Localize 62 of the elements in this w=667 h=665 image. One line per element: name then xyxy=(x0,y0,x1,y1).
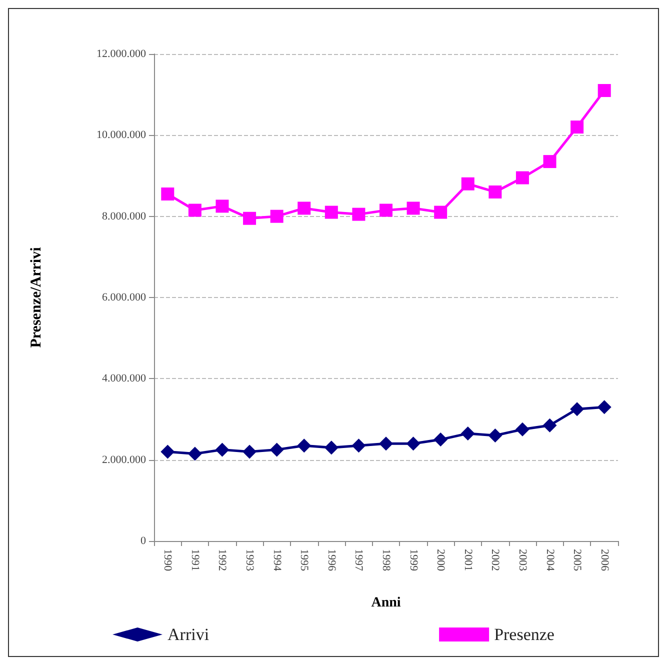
point xyxy=(188,204,202,217)
point xyxy=(243,212,256,225)
point xyxy=(324,440,338,455)
y-tick-label: 8.000.000 xyxy=(102,210,146,222)
point xyxy=(542,418,557,432)
y-tick-label: 2.000.000 xyxy=(102,454,146,466)
point xyxy=(270,210,284,223)
point xyxy=(461,177,474,190)
x-tick-label: 2003 xyxy=(516,549,528,572)
point xyxy=(460,426,475,440)
x-tick-label: 1995 xyxy=(298,549,310,572)
legend-label: Presenze xyxy=(494,625,554,644)
point xyxy=(598,84,611,98)
point xyxy=(216,200,229,213)
point xyxy=(434,206,448,219)
x-tick-label: 1993 xyxy=(244,549,256,572)
x-tick-label: 1999 xyxy=(407,549,420,572)
point xyxy=(161,188,174,201)
point xyxy=(516,171,529,184)
point xyxy=(242,444,257,459)
y-tick-label: 12.000.000 xyxy=(96,48,146,60)
x-tick-label: 2006 xyxy=(598,549,610,572)
point xyxy=(488,428,502,442)
point xyxy=(352,208,366,221)
x-tick-label: 1996 xyxy=(325,549,338,572)
point xyxy=(406,202,420,215)
point xyxy=(570,402,584,416)
point xyxy=(488,185,502,198)
point xyxy=(324,206,338,219)
y-tick-label: 4.000.000 xyxy=(102,372,146,385)
point xyxy=(434,432,448,447)
point xyxy=(352,438,366,453)
y-tick-label: 0 xyxy=(140,535,146,547)
legend-label: Arrivi xyxy=(168,625,210,644)
point xyxy=(298,202,311,215)
point xyxy=(297,438,312,453)
x-tick-label: 2004 xyxy=(544,549,556,572)
point xyxy=(570,120,584,134)
x-tick-label: 2000 xyxy=(434,549,447,572)
point xyxy=(215,442,230,457)
y-axis-title: Presenze/Arrivi xyxy=(28,247,44,348)
x-tick-label: 1998 xyxy=(380,549,392,572)
x-tick-label: 2005 xyxy=(571,549,584,572)
y-tick-label: 6.000.000 xyxy=(102,292,146,304)
x-tick-label: 1992 xyxy=(216,549,228,571)
point xyxy=(270,442,284,457)
point xyxy=(406,436,420,451)
point xyxy=(188,446,202,461)
x-tick-label: 2002 xyxy=(489,549,502,571)
point xyxy=(515,422,530,436)
point xyxy=(160,444,175,459)
y-tick-label: 10.000.000 xyxy=(96,129,146,142)
x-tick-label: 1991 xyxy=(188,549,201,571)
x-tick-label: 1997 xyxy=(352,549,365,572)
x-tick-label: 2001 xyxy=(462,549,474,571)
point xyxy=(379,436,393,451)
x-tick-label: 1994 xyxy=(270,549,283,572)
point xyxy=(543,155,556,168)
x-axis-title: Anni xyxy=(371,596,401,610)
point xyxy=(380,204,392,217)
x-tick-label: 1990 xyxy=(162,549,174,572)
point xyxy=(597,400,612,414)
